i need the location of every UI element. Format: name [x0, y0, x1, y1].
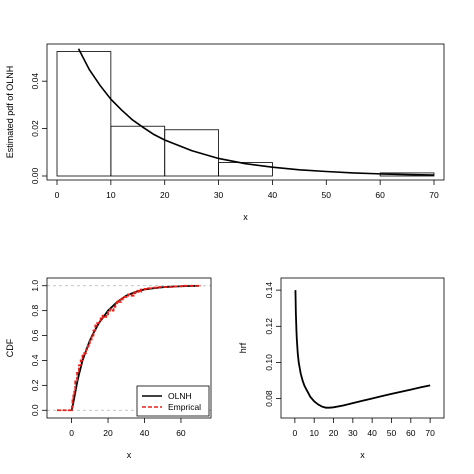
series-curve-line	[294, 290, 431, 409]
y-tick-label: 0.2	[30, 379, 40, 391]
x-tick-label: 10	[106, 190, 116, 200]
plot-frame	[280, 277, 445, 419]
cdf-panel: 0 20 40 60 0.0 0.2 0.4 0.6 0.8 1.0 x CDF OLNHEmprica…	[5, 277, 212, 460]
x-tick-label: 0	[69, 428, 74, 438]
hrf-panel: 0 10 20 30 40 50 60 70 0.08 0.10 0.12 0.14 x hrf	[238, 277, 445, 460]
histogram-bar-0	[56, 51, 112, 177]
x-tick-label: 30	[348, 428, 358, 438]
y-axis-label: CDF	[5, 338, 15, 357]
y-tick-label: 0.0	[30, 404, 40, 416]
y-tick-label: 0.10	[264, 354, 274, 371]
plot-frame	[46, 43, 445, 181]
x-tick-label: 40	[367, 428, 377, 438]
plot-area	[47, 284, 211, 412]
y-tick-label: 1.0	[30, 280, 40, 292]
x-tick-label: 40	[268, 190, 278, 200]
x-tick-label: 10	[309, 428, 319, 438]
x-tick-label: 30	[214, 190, 224, 200]
x-tick-label: 40	[140, 428, 150, 438]
plot-area	[56, 48, 435, 177]
x-axis-label: x	[243, 212, 248, 222]
histogram-bar-3	[218, 162, 273, 177]
plot-frame	[46, 277, 212, 419]
x-tick-label: 0	[292, 428, 297, 438]
legend-box	[136, 385, 210, 417]
plot-area	[294, 290, 431, 409]
y-tick-label: 0.00	[30, 167, 40, 184]
fitted-pdf-curve	[77, 48, 435, 176]
pdf-panel: 0 10 20 30 40 50 60 70 0.00 0.02 0.04 x Estimated pd…	[5, 43, 445, 222]
y-tick-label: 0.02	[30, 120, 40, 137]
histogram-bar-1	[110, 125, 166, 177]
x-tick-label: 70	[425, 428, 435, 438]
y-tick-label: 0.08	[264, 390, 274, 407]
series-emprical-line	[57, 284, 201, 412]
y-tick-label: 0.04	[30, 73, 40, 90]
x-tick-label: 20	[329, 428, 339, 438]
x-tick-label: 0	[55, 190, 60, 200]
histogram-bar-2	[164, 129, 219, 177]
y-axis-label: Estimated pdf of OLNH	[5, 66, 15, 159]
x-tick-label: 60	[176, 428, 186, 438]
x-tick-label: 60	[406, 428, 416, 438]
legend-label-olnh: OLNH	[168, 391, 192, 401]
y-tick-label: 0.14	[264, 282, 274, 299]
x-tick-label: 70	[429, 190, 439, 200]
x-tick-label: 50	[387, 428, 397, 438]
legend-label-emprical: Emprical	[168, 402, 201, 412]
y-tick-label: 0.12	[264, 318, 274, 335]
y-tick-label: 0.8	[30, 304, 40, 316]
x-tick-label: 50	[322, 190, 332, 200]
y-tick-label: 0.6	[30, 329, 40, 341]
x-tick-label: 20	[160, 190, 170, 200]
y-axis-label: hrf	[238, 342, 248, 353]
x-tick-label: 20	[103, 428, 113, 438]
y-tick-label: 0.4	[30, 354, 40, 366]
x-tick-label: 60	[375, 190, 385, 200]
x-axis-label: x	[360, 450, 365, 460]
x-axis-label: x	[127, 450, 132, 460]
